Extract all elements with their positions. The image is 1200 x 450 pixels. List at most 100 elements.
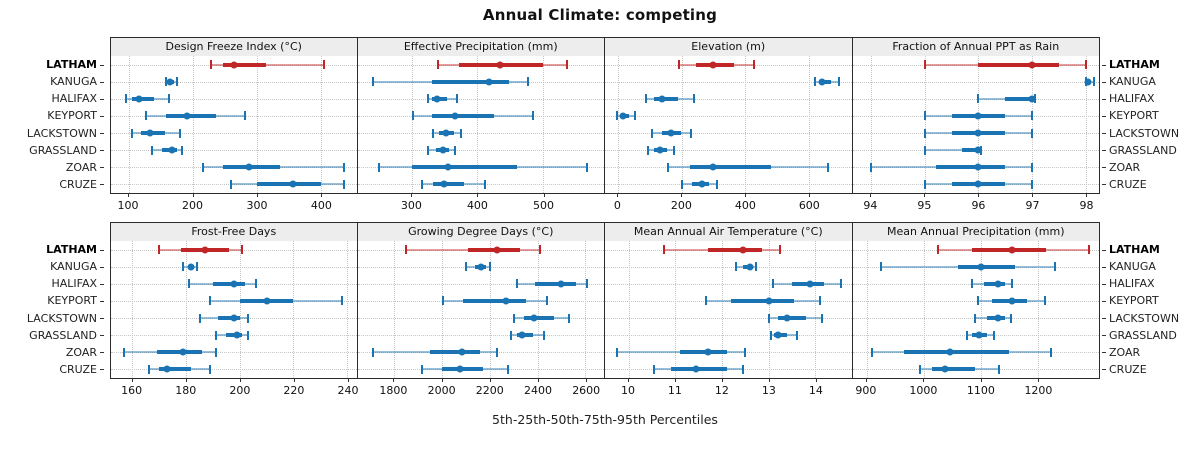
series-row [605, 125, 852, 142]
x-tick-mark [745, 193, 747, 197]
x-axis: 100 200 300 400 [110, 193, 358, 217]
x-tick-label: 220 [283, 384, 305, 397]
y-tick-mark [1102, 249, 1106, 251]
median-dot [709, 163, 717, 171]
median-dot [667, 129, 675, 137]
y-tick-mark [100, 184, 104, 186]
y-tick-mark [1102, 300, 1106, 302]
y-tick-mark [100, 115, 104, 117]
station-label: KANUGA [1102, 73, 1200, 90]
iqr-bar [411, 165, 517, 170]
h-gridline [852, 300, 1099, 302]
h-gridline [357, 98, 604, 100]
v-gridline [618, 56, 620, 193]
panel-design-freeze-index-c-: Design Freeze Index (°C) 100 200 300 400 [110, 37, 358, 217]
x-axis: 900 1000 1100 1200 [852, 378, 1101, 402]
plot-area [356, 56, 605, 194]
x-tick-label: 100 [117, 199, 139, 212]
whisker-cap-high [689, 128, 692, 138]
v-gridline [866, 241, 868, 378]
v-gridline [347, 241, 349, 378]
h-gridline [357, 184, 604, 186]
y-tick-mark [1102, 369, 1106, 371]
plot-area [604, 56, 853, 194]
iqr-bar [222, 62, 267, 67]
y-tick-mark [100, 318, 104, 320]
whisker-cap-high [827, 162, 830, 172]
whisker-cap-low [131, 128, 134, 138]
v-gridline [543, 56, 545, 193]
whisker-cap-low [965, 330, 968, 340]
station-label: LACKSTOWN [1102, 125, 1200, 142]
x-tick-mark [1086, 193, 1088, 197]
v-gridline [871, 56, 873, 193]
series-row [605, 275, 852, 292]
station-label: ZOAR [1102, 159, 1200, 176]
x-tick-mark [537, 378, 539, 382]
whisker-cap-low [662, 245, 665, 255]
v-gridline [239, 241, 241, 378]
x-axis: 160 180 200 220 240 [110, 378, 359, 402]
y-tick-mark [100, 64, 104, 66]
median-dot [1008, 246, 1016, 254]
h-gridline [605, 81, 852, 83]
x-tick-label: 11 [667, 384, 682, 397]
whisker-cap-low [411, 111, 414, 121]
median-dot [485, 78, 493, 86]
x-tick-mark [586, 378, 588, 382]
whisker-cap-high [795, 330, 798, 340]
series-row [852, 90, 1099, 107]
whisker-cap-high [779, 245, 782, 255]
x-tick-mark [674, 378, 676, 382]
median-dot [233, 331, 241, 339]
series-row [111, 310, 357, 327]
panel-strip: Mean Annual Air Temperature (°C) [604, 222, 853, 242]
v-gridline [132, 241, 134, 378]
station-label: HALIFAX [0, 275, 104, 292]
series-row [605, 241, 852, 258]
station-label: ZOAR [0, 159, 104, 176]
y-tick-mark [100, 81, 104, 83]
whisker-cap-high [241, 245, 244, 255]
whisker-cap-low [198, 313, 201, 323]
x-tick-mark [681, 193, 683, 197]
x-tick-mark [348, 378, 350, 382]
median-dot [1028, 95, 1036, 103]
whisker-cap-high [838, 77, 841, 87]
series-row [357, 107, 604, 124]
whisker-cap-high [454, 145, 457, 155]
v-gridline [477, 56, 479, 193]
series-row [852, 176, 1099, 193]
station-label: LATHAM [1102, 241, 1200, 258]
h-gridline [605, 352, 852, 354]
h-gridline [605, 150, 852, 152]
x-axis: 0 200 400 600 [604, 193, 853, 217]
whisker-cap-high [1092, 77, 1095, 87]
whisker-cap-high [495, 347, 498, 357]
whisker-cap-low [147, 364, 150, 374]
whisker-cap-high [209, 364, 212, 374]
whisker-cap-high [633, 111, 636, 121]
y-tick-mark [1102, 352, 1106, 354]
plot-area [604, 241, 853, 379]
whisker-cap-high [1050, 347, 1053, 357]
h-gridline [111, 352, 357, 354]
whisker-cap-low [653, 364, 656, 374]
median-dot [619, 112, 627, 120]
v-gridline [441, 241, 443, 378]
series-row [111, 159, 357, 176]
series-row [357, 327, 604, 344]
whisker-cap-high [254, 279, 257, 289]
whisker-cap-high [754, 262, 757, 272]
series-row [605, 142, 852, 159]
median-dot [187, 263, 195, 271]
series-row [605, 361, 852, 378]
panel-strip: Frost-Free Days [110, 222, 358, 242]
median-dot [1028, 61, 1036, 69]
v-gridline [186, 241, 188, 378]
panel-strip: Design Freeze Index (°C) [110, 37, 358, 57]
whisker-cap-low [378, 162, 381, 172]
iqr-bar [935, 165, 1006, 170]
median-dot [442, 129, 450, 137]
